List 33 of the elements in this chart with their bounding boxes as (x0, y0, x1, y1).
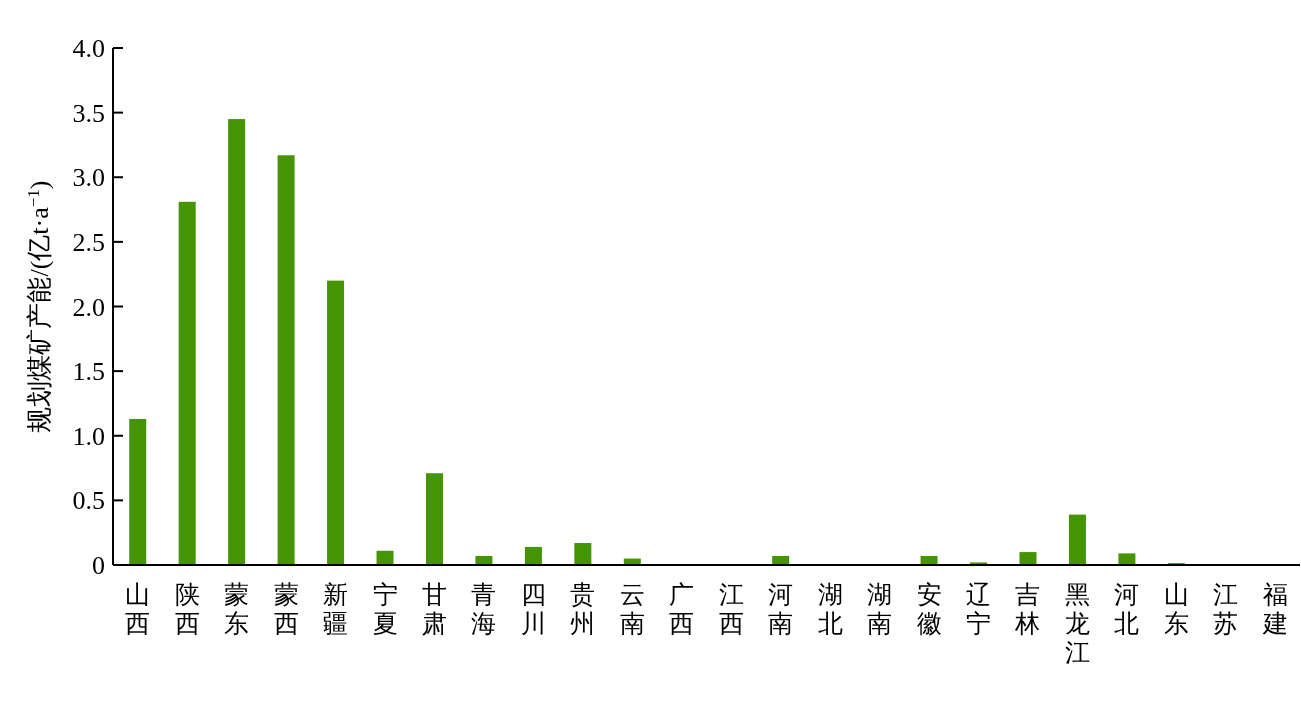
y-tick-label: 0.5 (72, 486, 105, 516)
y-tick-label: 3.5 (72, 98, 105, 128)
y-tick-label: 2.0 (72, 292, 105, 322)
x-tick-label: 河南 (768, 581, 794, 637)
x-tick-label: 湖北 (817, 581, 843, 637)
x-tick-label: 吉林 (1014, 581, 1041, 637)
y-tick-label: 4.0 (72, 34, 105, 63)
x-tick-label: 云南 (619, 581, 645, 637)
x-tick-label: 安徽 (916, 581, 942, 637)
x-tick-label: 山西 (125, 581, 151, 637)
x-tick-label: 四川 (520, 581, 546, 637)
x-tick-label: 黑龙江 (1064, 581, 1090, 666)
x-tick-label: 宁夏 (372, 581, 398, 637)
x-tick-label: 江西 (718, 581, 744, 637)
x-tick-label: 甘肃 (421, 581, 447, 637)
x-tick-label: 蒙西 (273, 581, 299, 637)
x-tick-label: 新疆 (323, 581, 349, 637)
x-tick-label: 湖南 (867, 581, 893, 637)
x-tick-label: 广西 (669, 581, 695, 637)
x-tick-label: 青海 (471, 581, 497, 637)
y-tick-label: 1.0 (72, 421, 105, 451)
y-tick-label: 3.0 (72, 163, 105, 193)
y-tick-label: 0 (92, 551, 105, 580)
x-tick-label: 陕西 (174, 581, 200, 637)
x-tick-label: 贵州 (570, 581, 596, 637)
x-tick-label: 河北 (1114, 581, 1140, 637)
x-tick-label: 辽宁 (966, 581, 992, 637)
y-tick-label: 1.5 (72, 357, 105, 387)
y-tick-label: 2.5 (72, 227, 105, 257)
x-tick-label: 山东 (1163, 581, 1189, 637)
x-tick-label: 江苏 (1213, 581, 1239, 637)
x-tick-label: 福建 (1261, 581, 1288, 637)
x-tick-label: 蒙东 (224, 581, 250, 637)
